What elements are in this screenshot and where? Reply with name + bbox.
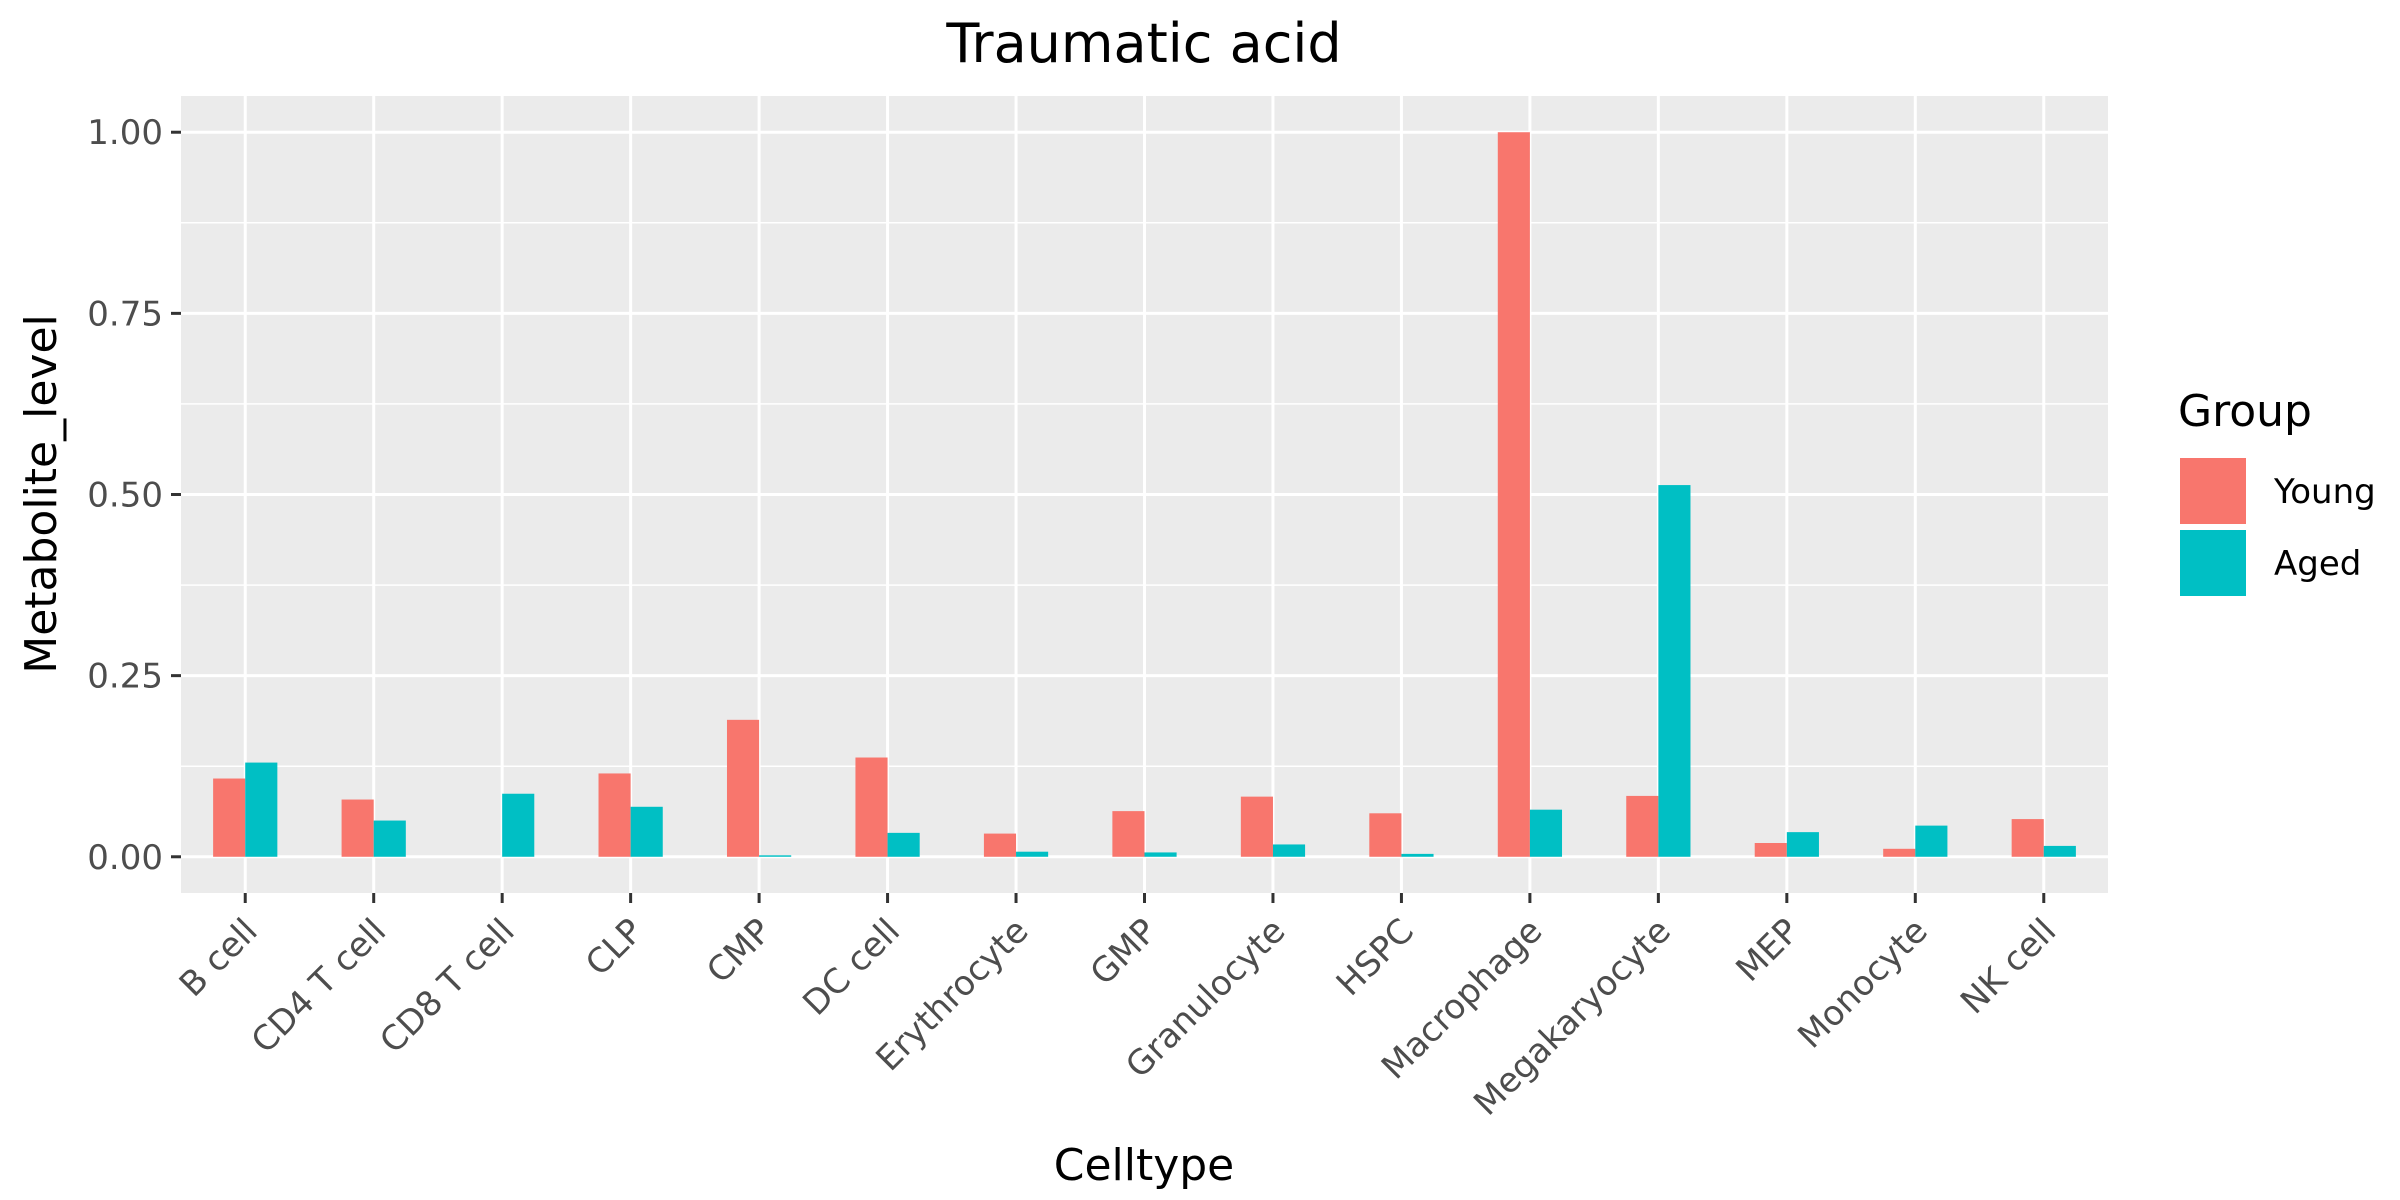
y-tick-label: 0.50 xyxy=(87,476,163,516)
bar-young-cmp xyxy=(726,719,760,857)
bar-young-dc-cell xyxy=(855,757,888,857)
bar-aged-macrophage xyxy=(1529,809,1563,857)
y-tick-label: 1.00 xyxy=(87,113,163,153)
chart-title: Traumatic acid xyxy=(945,12,1341,75)
bar-aged-clp xyxy=(630,806,663,857)
bar-young-nk-cell xyxy=(2011,819,2044,857)
x-tick-label-dc-cell: DC cell xyxy=(795,911,908,1024)
x-tick-label-clp: CLP xyxy=(578,911,651,984)
x-tick-label-b-cell: B cell xyxy=(172,911,266,1005)
bar-aged-mep xyxy=(1786,832,1819,857)
x-tick-label-gmp: GMP xyxy=(1083,911,1165,993)
bar-aged-granulocyte xyxy=(1272,844,1306,857)
bar-aged-hspc xyxy=(1401,853,1434,857)
legend-key-aged xyxy=(2180,530,2246,596)
x-tick-label-monocyte: Monocyte xyxy=(1790,911,1935,1056)
bar-aged-megakaryocyte xyxy=(1658,485,1691,857)
x-axis-title: Celltype xyxy=(1054,1140,1235,1191)
bar-aged-b-cell xyxy=(245,762,278,857)
bar-aged-gmp xyxy=(1144,852,1177,857)
bar-aged-cd8-t-cell xyxy=(502,793,535,857)
bar-young-clp xyxy=(598,773,631,857)
bar-young-macrophage xyxy=(1497,132,1530,857)
legend: Group Young Aged xyxy=(2178,386,2376,596)
bars xyxy=(213,132,2076,857)
bar-young-erythrocyte xyxy=(983,833,1017,857)
y-tick-label: 0.25 xyxy=(87,657,163,697)
y-tick-label: 0.00 xyxy=(87,838,163,878)
bar-young-cd4-t-cell xyxy=(341,799,374,857)
bar-young-b-cell xyxy=(213,778,246,857)
y-tick-label: 0.75 xyxy=(87,294,163,334)
x-tick-label-nk-cell: NK cell xyxy=(1953,911,2064,1022)
bar-young-granulocyte xyxy=(1240,796,1273,857)
bar-young-hspc xyxy=(1369,813,1402,857)
bar-aged-monocyte xyxy=(1915,825,1948,857)
bar-aged-dc-cell xyxy=(887,832,920,857)
x-tick-label-cd4-t-cell: CD4 T cell xyxy=(244,911,394,1061)
bar-aged-nk-cell xyxy=(2043,845,2076,857)
bar-young-megakaryocyte xyxy=(1626,795,1659,857)
x-tick-label-cmp: CMP xyxy=(699,911,779,991)
legend-key-young xyxy=(2180,458,2246,524)
bar-young-mep xyxy=(1754,843,1787,857)
legend-label-young: Young xyxy=(2273,472,2376,512)
bar-young-monocyte xyxy=(1883,848,1916,857)
legend-title: Group xyxy=(2178,386,2312,437)
y-axis: 0.00 0.25 0.50 0.75 1.00 xyxy=(87,113,181,878)
x-tick-label-mep: MEP xyxy=(1728,911,1807,990)
bar-aged-cmp xyxy=(759,855,792,857)
bar-aged-erythrocyte xyxy=(1016,851,1049,857)
x-tick-label-cd8-t-cell: CD8 T cell xyxy=(372,911,522,1061)
y-axis-title: Metabolite_level xyxy=(16,314,67,674)
bar-aged-cd4-t-cell xyxy=(373,820,406,857)
legend-label-aged: Aged xyxy=(2274,544,2361,584)
bar-young-gmp xyxy=(1112,811,1145,857)
x-tick-label-hspc: HSPC xyxy=(1329,911,1422,1004)
